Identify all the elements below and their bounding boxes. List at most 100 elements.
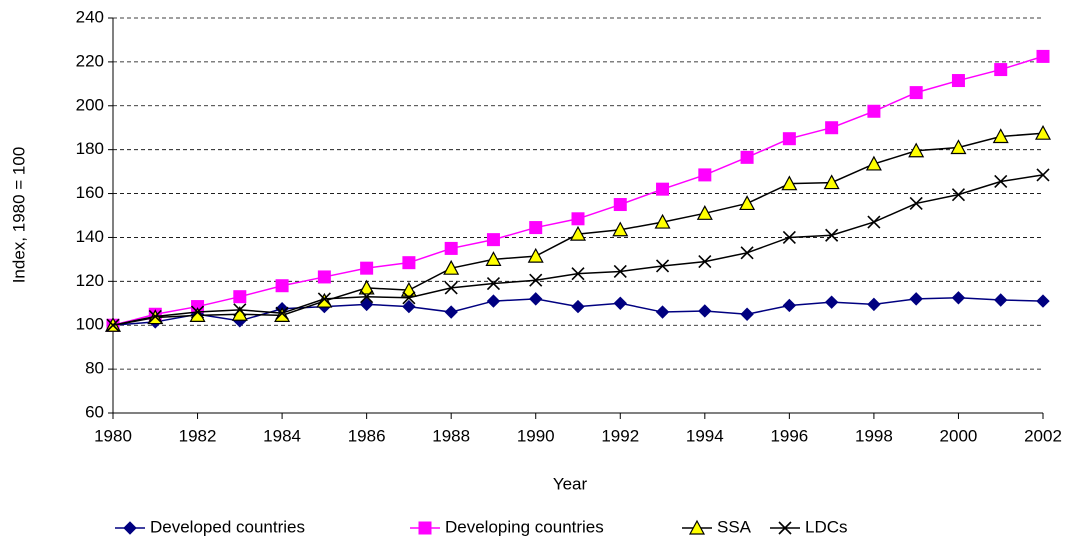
y-tick-label: 160	[76, 183, 104, 202]
x-tick-label: 1986	[348, 426, 386, 445]
x-axis-title: Year	[553, 474, 588, 493]
legend-label: Developed countries	[150, 517, 305, 536]
data-point	[994, 63, 1008, 77]
data-point	[994, 174, 1008, 189]
data-point	[824, 295, 839, 309]
data-point	[992, 128, 1009, 144]
data-point	[825, 121, 839, 135]
data-point	[655, 305, 670, 319]
data-point	[274, 307, 291, 322]
data-point	[823, 174, 840, 190]
x-tick-label: 1988	[432, 426, 470, 445]
data-point	[275, 306, 289, 320]
data-point	[909, 196, 923, 210]
y-tick-label: 80	[85, 359, 104, 378]
data-point	[233, 303, 247, 317]
x-tick-label: 1996	[770, 426, 808, 445]
data-point	[402, 299, 416, 314]
data-point	[486, 276, 501, 291]
data-point	[569, 225, 587, 241]
data-point	[529, 292, 543, 306]
data-point	[739, 195, 756, 211]
data-point	[360, 290, 374, 304]
y-tick-label: 180	[76, 139, 104, 158]
data-point	[485, 251, 502, 266]
data-point	[613, 296, 627, 310]
y-tick-label: 120	[76, 271, 104, 290]
x-tick-label: 1990	[517, 426, 555, 445]
data-point	[486, 294, 501, 308]
y-tick-label: 200	[76, 95, 104, 114]
data-point	[994, 293, 1008, 307]
x-tick-label: 2000	[940, 426, 978, 445]
data-point	[402, 256, 416, 270]
data-point	[1036, 168, 1050, 182]
series-line	[112, 55, 1044, 326]
x-tick-label: 1992	[601, 426, 639, 445]
data-point	[698, 304, 712, 318]
data-point	[909, 86, 923, 100]
y-tick-label: 100	[76, 315, 104, 334]
data-point	[233, 290, 247, 304]
x-tick-label: 1980	[94, 426, 132, 445]
y-tick-label: 60	[85, 402, 104, 421]
x-tick-label: 2002	[1024, 426, 1062, 445]
data-point	[443, 259, 460, 275]
legend-label: SSA	[717, 517, 752, 536]
data-point	[951, 291, 966, 305]
data-point	[655, 259, 670, 273]
data-point	[867, 104, 881, 118]
x-tick-label: 1982	[179, 426, 217, 445]
data-point	[1036, 294, 1050, 308]
data-point	[740, 246, 754, 260]
data-point	[951, 74, 965, 88]
data-point	[400, 281, 417, 297]
data-point	[148, 309, 162, 324]
data-point	[317, 270, 331, 284]
data-point	[529, 273, 543, 287]
data-point	[444, 241, 458, 255]
data-point	[613, 198, 627, 212]
data-point	[654, 213, 671, 229]
y-tick-label: 240	[76, 7, 104, 26]
data-point	[950, 139, 967, 155]
data-point	[781, 175, 798, 191]
data-point	[358, 279, 375, 295]
data-point	[656, 182, 670, 196]
data-point	[782, 230, 796, 245]
data-point	[612, 221, 629, 237]
data-point	[444, 305, 458, 319]
data-point	[867, 215, 881, 229]
y-tick-label: 140	[76, 227, 104, 246]
y-tick-label: 220	[76, 51, 104, 70]
data-point	[908, 142, 925, 158]
legend-marker	[688, 519, 706, 535]
data-point	[740, 150, 754, 164]
data-point	[698, 168, 712, 182]
data-point	[571, 267, 585, 281]
data-point	[571, 299, 585, 314]
legend-marker	[778, 521, 792, 535]
data-point	[867, 297, 881, 312]
data-point	[698, 255, 712, 269]
data-point	[951, 188, 966, 202]
data-point	[529, 221, 543, 235]
data-point	[740, 307, 754, 321]
data-point	[613, 264, 627, 279]
legend-marker	[418, 521, 432, 535]
x-tick-label: 1984	[263, 426, 301, 445]
data-point	[527, 247, 544, 263]
x-tick-label: 1998	[855, 426, 893, 445]
data-point	[909, 292, 923, 306]
data-point	[359, 297, 374, 312]
data-point	[696, 205, 713, 220]
legend-label: LDCs	[805, 517, 848, 536]
data-point	[571, 212, 585, 226]
data-point	[190, 305, 205, 319]
legend-marker	[123, 521, 137, 535]
y-axis-title: Index, 1980 = 100	[9, 147, 28, 284]
data-point	[782, 132, 796, 146]
data-point	[444, 281, 458, 295]
